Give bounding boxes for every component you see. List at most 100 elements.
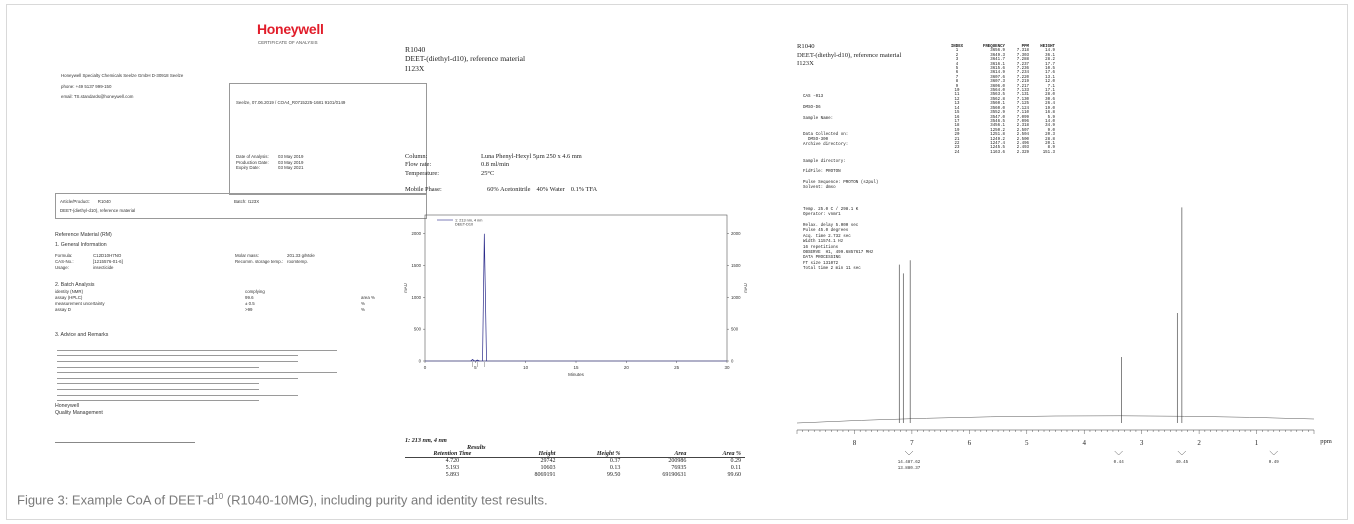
peak-cell: 7.125	[1016, 102, 1029, 107]
table-cell: 0.11	[730, 464, 741, 471]
peak-cell: 1163.6	[990, 150, 1005, 155]
peak-cell: 13	[954, 102, 960, 107]
peak-cell: 1245.5	[990, 146, 1005, 151]
test-name: assay (HPLC)	[55, 295, 83, 300]
batch-row: identity (NMR) complying	[55, 289, 427, 295]
peak-cell: 19	[954, 128, 960, 133]
table-cell: 76935	[671, 464, 687, 471]
peak-cell: 20.3	[1045, 133, 1055, 138]
hplc-report: R1040 DEET-(diethyl-d10), reference mate…	[397, 45, 747, 485]
table-cell: 8069191	[534, 471, 556, 478]
peak-cell: 21	[954, 137, 960, 142]
peak-cell: 9.0	[1047, 128, 1055, 133]
footer-note-line	[55, 440, 195, 443]
peak-cell: 17.7	[1045, 62, 1055, 67]
peak-cell: 28.0	[1045, 93, 1055, 98]
condition-row: Column: Luna Phenyl-Hexyl 5µm 250 x 4.6 m…	[405, 153, 582, 161]
peak-cell: 3	[955, 58, 959, 63]
peak-cell: 2.507	[1016, 128, 1029, 133]
caption-text: (R1040-10MG), including purity and ident…	[223, 492, 548, 508]
x-tick-label: 4	[1082, 439, 1086, 447]
batch-row: assay (HPLC) 99.6 area %	[55, 295, 427, 301]
legend-entry: DEET-D10	[455, 223, 473, 227]
hplc-conditions: Column: Luna Phenyl-Hexyl 5µm 250 x 4.6 m…	[405, 153, 582, 178]
x-tick-label: 30	[724, 365, 730, 370]
peak-cell: 15	[954, 111, 960, 116]
peak-row: 1 3656.9 7.318 14.9	[943, 49, 1055, 53]
column-header: Height %	[559, 451, 625, 458]
batch-analysis-heading: 2. Batch Analysis	[55, 282, 95, 288]
peak-cell: 10	[954, 89, 960, 94]
field-value: 201.33 g/Mole	[287, 253, 315, 258]
condition-label: Temperature:	[405, 169, 439, 177]
test-unit: %	[361, 301, 365, 306]
test-name: identity (NMR)	[55, 289, 84, 294]
peak-row: 20 1251.8 2.504 20.3	[943, 133, 1055, 137]
peak-cell: 7.110	[1016, 111, 1029, 116]
caption-text: Figure 3: Example CoA of DEET-d	[17, 492, 215, 508]
peak-row: 7 3607.6 7.220 13.1	[943, 76, 1055, 80]
peak-cell: 3563.5	[990, 93, 1005, 98]
peak-cell: 3456.1	[990, 124, 1005, 129]
peak-header-row: INDEX FREQUENCY PPM HEIGHT	[943, 45, 1055, 49]
x-tick-label: 0	[424, 365, 427, 370]
peak-cell: 3606.0	[990, 84, 1005, 89]
integral-mark	[1269, 450, 1278, 456]
peak-cell: 13.1	[1045, 75, 1055, 80]
batch-row: measurement uncertainty ± 0.5 %	[55, 301, 427, 307]
peak-cell: 17.6	[1045, 71, 1055, 76]
field-value: [1215576-01-6]	[93, 259, 123, 264]
peak-cell: 3562.8	[990, 97, 1005, 102]
y-tick-label-right: 1000	[731, 295, 741, 300]
field-value: insecticide	[93, 265, 114, 270]
peak-row: 6 3614.9 7.234 17.6	[943, 71, 1055, 75]
table-cell: 10603	[540, 464, 556, 471]
peak-cell: 3614.9	[990, 71, 1005, 76]
peak-cell: 20.1	[1045, 141, 1055, 146]
peak-cell: 3560.1	[990, 102, 1005, 107]
field-label: CAS-No.:	[55, 259, 74, 264]
field-label: Molar mass:	[235, 253, 259, 258]
peak-cell: 28.8	[1045, 137, 1055, 142]
peak-row: 23 1245.5 2.493 8.9	[943, 146, 1055, 150]
peak-cell: 7.124	[1016, 106, 1029, 111]
mobile-phase-label: Mobile Phase:	[405, 186, 442, 193]
date-label: Expiry Date:	[236, 165, 260, 170]
general-row: CAS-No.: [1215576-01-6] Recomm. storage …	[55, 259, 427, 265]
table-cell: 0.29	[730, 458, 742, 464]
peak-cell: 22	[954, 141, 960, 146]
mobile-phase-component: 60% Acetonitrile	[487, 186, 531, 193]
article-description: DEET-(diethyl-d10), reference material	[60, 208, 136, 213]
mobile-phase-row: Mobile Phase: 60% Acetonitrile 40% Water…	[405, 186, 603, 193]
test-name: assay D	[55, 307, 71, 312]
advice-heading: 3. Advice and Remarks	[55, 332, 109, 338]
peak-row: 17 3546.5 7.096 14.0	[943, 120, 1055, 124]
date-label: Production Date:	[236, 159, 269, 165]
x-tick-label: 2	[1197, 439, 1201, 447]
peak-cell: 2.500	[1016, 137, 1029, 142]
peak-cell: 3546.5	[990, 119, 1005, 124]
peak-row: 24 1163.6 2.329 151.3	[943, 151, 1055, 155]
honeywell-logo: Honeywell	[257, 21, 324, 37]
peak-row: 3 3641.7 7.288 28.2	[943, 58, 1055, 62]
nmr-header: R1040 DEET-(diethyl-d10), reference mate…	[797, 43, 901, 69]
peak-cell: 3616.1	[990, 62, 1005, 67]
table-cell: 99.50	[606, 471, 621, 478]
chromatogram-peak	[475, 359, 480, 362]
y-tick-label: 1500	[411, 263, 421, 268]
peak-cell: 12	[954, 97, 960, 102]
peak-cell: 9	[955, 84, 959, 89]
product-name: DEET-(diethyl-d10), reference material	[797, 51, 902, 59]
batch-code: I123X	[797, 60, 814, 68]
peak-cell: 16	[954, 115, 960, 120]
peak-cell: 3615.6	[990, 67, 1005, 72]
hplc-header: R1040 DEET-(diethyl-d10), reference mate…	[405, 45, 525, 73]
address-line: phone: +49 5137 999-150	[61, 83, 112, 89]
caption-superscript: 10	[214, 492, 224, 501]
integral-label: 0.44	[1114, 461, 1125, 465]
peak-cell: 10.5	[1045, 67, 1055, 72]
peak-cell: 4	[955, 62, 959, 67]
peak-row: 13 3560.1 7.125 26.4	[943, 102, 1055, 106]
results-title: 1: 213 nm, 4 nm	[405, 437, 447, 444]
results-table: Retention Time Height Height % Area Area…	[405, 451, 745, 479]
